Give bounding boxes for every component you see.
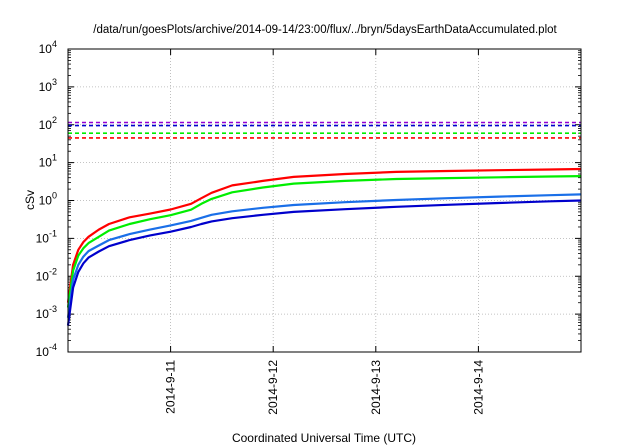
y-tick-label: 102 xyxy=(39,115,57,132)
x-tick-label: 2014-9-12 xyxy=(266,360,280,415)
series-line-3 xyxy=(66,199,582,326)
y-tick-label: 103 xyxy=(39,77,57,94)
series-line-2 xyxy=(66,193,582,318)
y-axis-label: cSv xyxy=(23,190,37,210)
plot-frame xyxy=(67,48,582,353)
y-tick-label: 104 xyxy=(39,39,57,56)
x-tick-label: 2014-9-11 xyxy=(164,360,178,414)
y-tick-label: 10-2 xyxy=(36,266,57,283)
x-tick-label: 2014-9-13 xyxy=(369,360,383,415)
series-line-1 xyxy=(66,175,582,308)
y-tick-label: 100 xyxy=(39,191,57,208)
y-tick-label: 101 xyxy=(39,153,57,170)
series-line-0 xyxy=(66,167,582,303)
y-tick-label: 10-4 xyxy=(36,342,57,359)
grid-lines xyxy=(68,49,581,352)
series-lines xyxy=(66,121,582,326)
x-tick-label: 2014-9-14 xyxy=(471,360,485,415)
y-tick-label: 10-1 xyxy=(36,228,57,245)
y-tick-label: 10-3 xyxy=(36,304,57,321)
chart-title: /data/run/goesPlots/archive/2014-09-14/2… xyxy=(93,24,557,36)
axes: 10-4 10-3 10-2 10-1 100 101 102 103 104 2014-9-11… xyxy=(36,39,581,415)
x-axis-label: Coordinated Universal Time (UTC) xyxy=(232,431,416,445)
